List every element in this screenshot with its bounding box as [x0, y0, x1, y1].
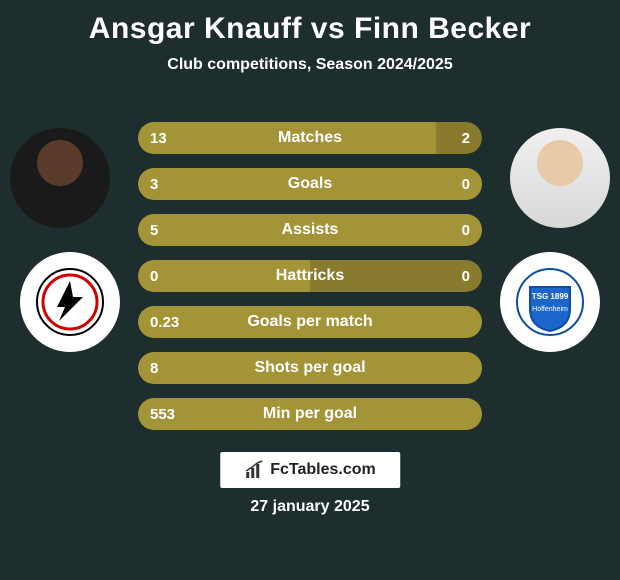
stat-label: Hattricks	[138, 260, 482, 292]
stat-value-right: 2	[462, 122, 470, 154]
eintracht-frankfurt-icon	[35, 267, 105, 337]
player-right-silhouette	[510, 128, 610, 228]
stat-value-left: 553	[150, 398, 175, 430]
stat-row: Assists5 0	[138, 214, 482, 246]
footer-brand-box: FcTables.com	[220, 452, 400, 488]
svg-text:TSG 1899: TSG 1899	[532, 292, 569, 301]
club-right-badge: TSG 1899 Hoffenheim	[500, 252, 600, 352]
stat-row: Shots per goal8	[138, 352, 482, 384]
stat-label: Goals	[138, 168, 482, 200]
club-left-badge	[20, 252, 120, 352]
player-left-avatar	[10, 128, 110, 228]
hoffenheim-icon: TSG 1899 Hoffenheim	[515, 267, 585, 337]
fctables-logo-icon	[244, 460, 264, 480]
stat-value-right: 0	[462, 168, 470, 200]
stat-value-left: 0	[150, 260, 158, 292]
stat-label: Assists	[138, 214, 482, 246]
svg-text:Hoffenheim: Hoffenheim	[532, 306, 568, 313]
stat-value-left: 8	[150, 352, 158, 384]
stat-row: Goals3 0	[138, 168, 482, 200]
stats-panel: Matches132Goals30Assists50Hattricks00Goa…	[138, 122, 482, 444]
stat-value-right: 0	[462, 260, 470, 292]
stat-row: Matches13 2	[138, 122, 482, 154]
stat-row: Goals per match0.23	[138, 306, 482, 338]
subtitle: Club competitions, Season 2024/2025	[0, 56, 620, 74]
stat-value-right: 0	[462, 214, 470, 246]
stat-label: Min per goal	[138, 398, 482, 430]
stat-label: Shots per goal	[138, 352, 482, 384]
stat-value-left: 0.23	[150, 306, 179, 338]
player-right-avatar	[510, 128, 610, 228]
stat-value-left: 13	[150, 122, 167, 154]
date-label: 27 january 2025	[0, 498, 620, 516]
page-title: Ansgar Knauff vs Finn Becker	[0, 0, 620, 46]
stat-row: Hattricks0 0	[138, 260, 482, 292]
footer-brand-text: FcTables.com	[270, 461, 376, 479]
stat-label: Goals per match	[138, 306, 482, 338]
player-left-silhouette	[10, 128, 110, 228]
stat-label: Matches	[138, 122, 482, 154]
stat-value-left: 5	[150, 214, 158, 246]
stat-row: Min per goal553	[138, 398, 482, 430]
stat-value-left: 3	[150, 168, 158, 200]
